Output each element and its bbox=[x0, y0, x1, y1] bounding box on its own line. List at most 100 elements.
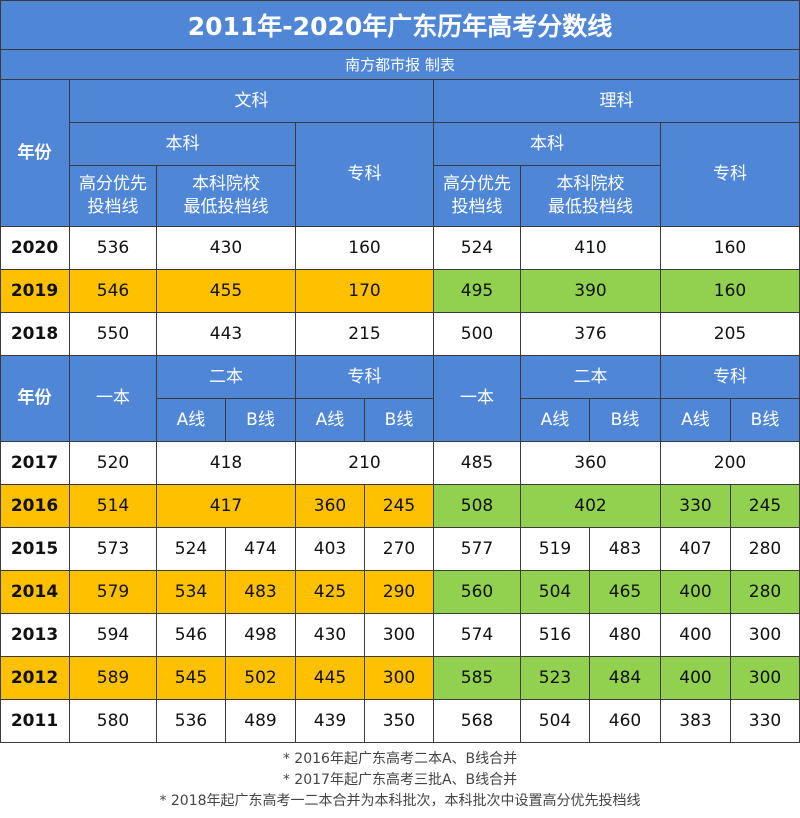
value-cell: 300 bbox=[365, 657, 434, 700]
value-cell: 520 bbox=[70, 442, 157, 485]
value-cell: 390 bbox=[521, 270, 661, 313]
value-cell: 403 bbox=[296, 528, 365, 571]
value-cell: 483 bbox=[590, 528, 661, 571]
header-cell: A线 bbox=[296, 399, 365, 442]
value-cell: 300 bbox=[731, 657, 800, 700]
year-cell: 2015 bbox=[0, 528, 70, 571]
value-cell: 417 bbox=[157, 485, 296, 528]
year-cell: 2018 bbox=[0, 313, 70, 356]
value-cell: 474 bbox=[226, 528, 296, 571]
value-cell: 200 bbox=[661, 442, 800, 485]
header-cell: 理科 bbox=[434, 80, 800, 123]
value-cell: 215 bbox=[296, 313, 434, 356]
value-cell: 245 bbox=[365, 485, 434, 528]
year-cell: 2019 bbox=[0, 270, 70, 313]
value-cell: 508 bbox=[434, 485, 521, 528]
value-cell: 579 bbox=[70, 571, 157, 614]
year-cell: 2012 bbox=[0, 657, 70, 700]
value-cell: 580 bbox=[70, 700, 157, 743]
value-cell: 560 bbox=[434, 571, 521, 614]
header-cell: 专科 bbox=[661, 123, 800, 227]
value-cell: 546 bbox=[70, 270, 157, 313]
value-cell: 439 bbox=[296, 700, 365, 743]
value-cell: 360 bbox=[521, 442, 661, 485]
title: 2011年-2020年广东历年高考分数线 bbox=[0, 0, 800, 50]
value-cell: 534 bbox=[157, 571, 226, 614]
value-cell: 383 bbox=[661, 700, 731, 743]
header-cell: B线 bbox=[590, 399, 661, 442]
value-cell: 300 bbox=[365, 614, 434, 657]
header-cell: 年份 bbox=[0, 80, 70, 227]
value-cell: 245 bbox=[731, 485, 800, 528]
value-cell: 410 bbox=[521, 227, 661, 270]
value-cell: 430 bbox=[157, 227, 296, 270]
value-cell: 519 bbox=[521, 528, 590, 571]
value-cell: 568 bbox=[434, 700, 521, 743]
value-cell: 577 bbox=[434, 528, 521, 571]
value-cell: 330 bbox=[661, 485, 731, 528]
value-cell: 536 bbox=[70, 227, 157, 270]
header-cell: 一本 bbox=[434, 356, 521, 442]
value-cell: 495 bbox=[434, 270, 521, 313]
value-cell: 170 bbox=[296, 270, 434, 313]
value-cell: 418 bbox=[157, 442, 296, 485]
header-cell: 本科 bbox=[70, 123, 296, 166]
value-cell: 280 bbox=[731, 571, 800, 614]
header-cell: 高分优先 投档线 bbox=[70, 166, 157, 227]
value-cell: 573 bbox=[70, 528, 157, 571]
year-cell: 2020 bbox=[0, 227, 70, 270]
header-cell: 一本 bbox=[70, 356, 157, 442]
value-cell: 400 bbox=[661, 571, 731, 614]
footnote: * 2017年起广东高考三批A、B线合并 bbox=[282, 772, 518, 788]
value-cell: 485 bbox=[434, 442, 521, 485]
value-cell: 585 bbox=[434, 657, 521, 700]
year-cell: 2013 bbox=[0, 614, 70, 657]
value-cell: 300 bbox=[731, 614, 800, 657]
value-cell: 407 bbox=[661, 528, 731, 571]
value-cell: 330 bbox=[731, 700, 800, 743]
value-cell: 594 bbox=[70, 614, 157, 657]
value-cell: 502 bbox=[226, 657, 296, 700]
value-cell: 514 bbox=[70, 485, 157, 528]
value-cell: 402 bbox=[521, 485, 661, 528]
value-cell: 550 bbox=[70, 313, 157, 356]
value-cell: 360 bbox=[296, 485, 365, 528]
value-cell: 589 bbox=[70, 657, 157, 700]
value-cell: 160 bbox=[296, 227, 434, 270]
year-cell: 2017 bbox=[0, 442, 70, 485]
footnotes: * 2016年起广东高考二本A、B线合并 * 2017年起广东高考三批A、B线合并… bbox=[0, 743, 800, 818]
header-cell: 本科 bbox=[434, 123, 661, 166]
header-cell: 专科 bbox=[661, 356, 800, 399]
value-cell: 210 bbox=[296, 442, 434, 485]
header-cell: 二本 bbox=[521, 356, 661, 399]
value-cell: 445 bbox=[296, 657, 365, 700]
value-cell: 524 bbox=[157, 528, 226, 571]
value-cell: 460 bbox=[590, 700, 661, 743]
year-cell: 2016 bbox=[0, 485, 70, 528]
value-cell: 498 bbox=[226, 614, 296, 657]
subtitle: 南方都市报 制表 bbox=[0, 50, 800, 80]
value-cell: 160 bbox=[661, 227, 800, 270]
header-cell: B线 bbox=[731, 399, 800, 442]
value-cell: 500 bbox=[434, 313, 521, 356]
value-cell: 545 bbox=[157, 657, 226, 700]
value-cell: 400 bbox=[661, 614, 731, 657]
header-cell: 文科 bbox=[70, 80, 434, 123]
value-cell: 504 bbox=[521, 571, 590, 614]
value-cell: 504 bbox=[521, 700, 590, 743]
header-cell: 高分优先 投档线 bbox=[434, 166, 521, 227]
value-cell: 465 bbox=[590, 571, 661, 614]
value-cell: 425 bbox=[296, 571, 365, 614]
value-cell: 516 bbox=[521, 614, 590, 657]
header-cell: A线 bbox=[157, 399, 226, 442]
year-cell: 2011 bbox=[0, 700, 70, 743]
header-cell: 专科 bbox=[296, 356, 434, 399]
value-cell: 546 bbox=[157, 614, 226, 657]
value-cell: 443 bbox=[157, 313, 296, 356]
header-cell: 本科院校 最低投档线 bbox=[157, 166, 296, 227]
value-cell: 376 bbox=[521, 313, 661, 356]
header-cell: B线 bbox=[365, 399, 434, 442]
value-cell: 270 bbox=[365, 528, 434, 571]
footnote: * 2016年起广东高考二本A、B线合并 bbox=[282, 751, 518, 767]
value-cell: 524 bbox=[434, 227, 521, 270]
